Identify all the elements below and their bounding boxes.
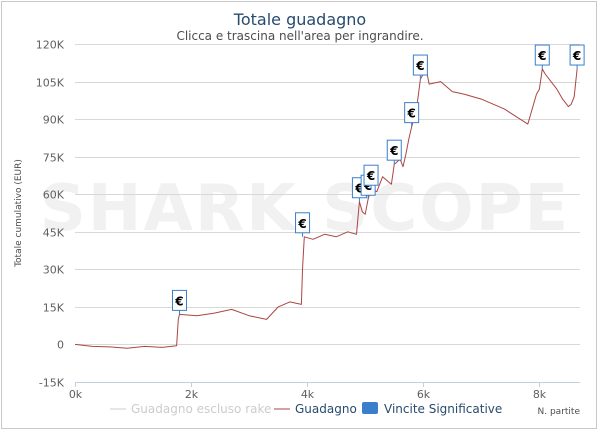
x-tick-label: 0k bbox=[69, 388, 83, 401]
flag-box bbox=[412, 54, 428, 76]
x-tick-label: 2k bbox=[185, 388, 199, 401]
legend-label: Guadagno escluso rake bbox=[131, 402, 271, 416]
legend-label: Vincite Significative bbox=[384, 402, 502, 416]
y-tick-label: 30K bbox=[43, 264, 65, 277]
flag-box bbox=[534, 44, 550, 66]
flag-vincita-significativa[interactable]: € bbox=[569, 44, 585, 70]
legend-swatch-box bbox=[362, 402, 378, 414]
x-axis-title: N. partite bbox=[538, 407, 581, 417]
y-tick-label: 75K bbox=[43, 152, 65, 165]
flag-label: € bbox=[174, 294, 183, 308]
flag-label: € bbox=[572, 49, 581, 63]
flag-box bbox=[295, 212, 311, 234]
flag-vincita-significativa[interactable]: € bbox=[363, 164, 379, 190]
series-line-guadagno[interactable] bbox=[74, 68, 578, 349]
x-tick-label: 8k bbox=[533, 388, 547, 401]
flag-vincita-significativa[interactable]: € bbox=[386, 139, 402, 165]
flag-vincita-significativa[interactable]: € bbox=[171, 289, 187, 315]
y-tick-label: 45K bbox=[43, 227, 65, 240]
legend-item-guadagno[interactable]: Guadagno bbox=[274, 402, 357, 416]
legend-item-vincite-significative[interactable]: Vincite Significative bbox=[362, 402, 502, 416]
flag-label: € bbox=[406, 107, 415, 121]
y-axis: -15K 0 15K 30K 45K 60K 75K 90K 105K 120K bbox=[36, 39, 65, 390]
y-tick-label: 120K bbox=[36, 39, 65, 52]
flag-box bbox=[171, 289, 187, 311]
chart-title: Totale guadagno bbox=[233, 10, 366, 29]
x-tick-label: 6k bbox=[417, 388, 431, 401]
x-tick-label: 4k bbox=[301, 388, 315, 401]
y-tick-label: 60K bbox=[43, 189, 65, 202]
y-tick-label: -15K bbox=[39, 377, 65, 390]
flag-box bbox=[386, 139, 402, 161]
flag-vincita-significativa[interactable]: € bbox=[534, 44, 550, 70]
flag-label: € bbox=[415, 59, 424, 73]
flag-label: € bbox=[297, 217, 306, 231]
y-axis-title: Totale cumulativo (EUR) bbox=[14, 159, 24, 268]
flag-label: € bbox=[366, 169, 375, 183]
legend-item-guadagno-escluso-rake[interactable]: Guadagno escluso rake bbox=[110, 402, 271, 416]
flag-label: € bbox=[389, 144, 398, 158]
flag-label: € bbox=[363, 179, 372, 193]
y-tick-label: 15K bbox=[43, 302, 65, 315]
flag-vincita-significativa[interactable]: € bbox=[295, 212, 311, 237]
y-tick-label: 0 bbox=[57, 339, 64, 352]
flag-box bbox=[404, 102, 420, 124]
legend-label: Guadagno bbox=[295, 402, 357, 416]
flag-vincita-significativa[interactable]: € bbox=[412, 54, 428, 80]
y-tick-label: 90K bbox=[43, 114, 65, 127]
legend: Guadagno escluso rake Guadagno Vincite S… bbox=[110, 402, 502, 416]
flag-label: € bbox=[354, 182, 363, 196]
flag-label: € bbox=[537, 49, 546, 63]
flag-layer[interactable]: €€€ €€€€€€ € bbox=[171, 44, 585, 315]
flag-vincita-significativa[interactable]: € bbox=[404, 102, 420, 127]
x-axis: 0k 2k 4k 6k 8k bbox=[69, 382, 580, 401]
chart-subtitle: Clicca e trascina nell'area per ingrandi… bbox=[176, 29, 423, 43]
flag-box bbox=[363, 164, 379, 186]
y-tick-label: 105K bbox=[36, 77, 65, 90]
watermark: SHARK SCOPE bbox=[40, 172, 570, 246]
plot-area[interactable] bbox=[74, 68, 578, 349]
flag-box bbox=[569, 44, 585, 66]
